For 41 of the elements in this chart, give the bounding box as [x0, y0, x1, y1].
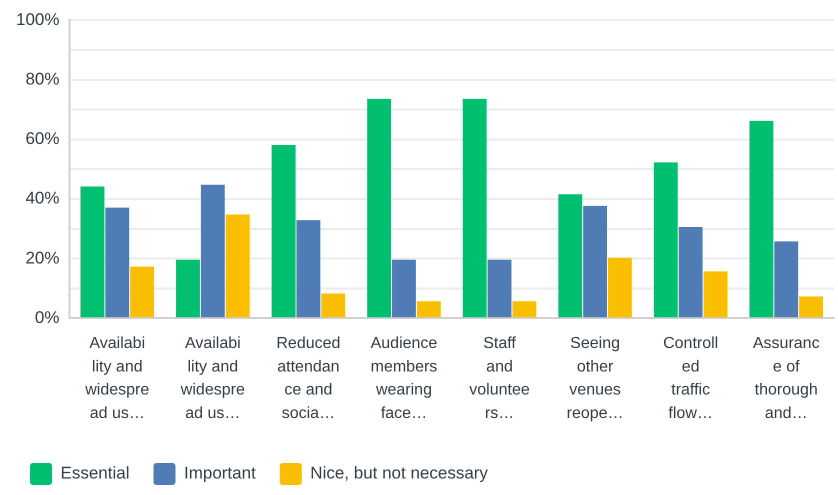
bar: [799, 296, 823, 318]
bar: [416, 301, 441, 318]
bar: [583, 206, 608, 318]
bar: [558, 194, 582, 318]
bar: [176, 260, 200, 318]
x-tick-label: Seeing other venues reope…: [566, 335, 624, 422]
x-tick-label: Assuranc e of thorough and…: [752, 335, 820, 422]
bar: [488, 260, 512, 318]
bar: [678, 227, 703, 318]
bar: [80, 186, 104, 318]
y-tick-label: 20%: [25, 248, 60, 268]
bar: [774, 241, 798, 318]
x-tick-label: Availabi lity and widespre ad us…: [180, 335, 245, 422]
legend-label: Important: [184, 464, 256, 483]
x-tick-label: Controll ed traffic flow…: [663, 335, 718, 422]
legend-label: Nice, but not necessary: [310, 464, 488, 483]
bar: [367, 98, 392, 318]
y-tick-label: 80%: [25, 69, 60, 88]
bar: [654, 162, 678, 318]
bar: [296, 220, 320, 318]
legend-label: Essential: [60, 464, 130, 483]
x-tick-label: Audience members wearing face…: [370, 335, 438, 422]
bar: [200, 184, 225, 318]
bar: [704, 271, 728, 318]
bar: [392, 260, 416, 318]
y-tick-label: 0%: [34, 308, 60, 327]
bar: [608, 258, 632, 318]
bar: [272, 145, 296, 318]
bar: [749, 120, 774, 318]
bar: [321, 293, 346, 318]
y-tick-label: 60%: [25, 129, 60, 148]
y-tick-label: 40%: [25, 188, 60, 208]
bar: [130, 266, 154, 318]
bar: [105, 208, 130, 318]
x-tick-label: Availabi lity and widespre ad us…: [84, 335, 150, 422]
x-tick-label: Reduced attendan ce and socia…: [276, 335, 340, 422]
y-tick-label: 100%: [16, 10, 60, 29]
bar: [226, 214, 250, 318]
bar: [462, 98, 487, 318]
x-tick-label: Staff and voluntee rs…: [469, 335, 530, 422]
bar: [512, 301, 536, 318]
